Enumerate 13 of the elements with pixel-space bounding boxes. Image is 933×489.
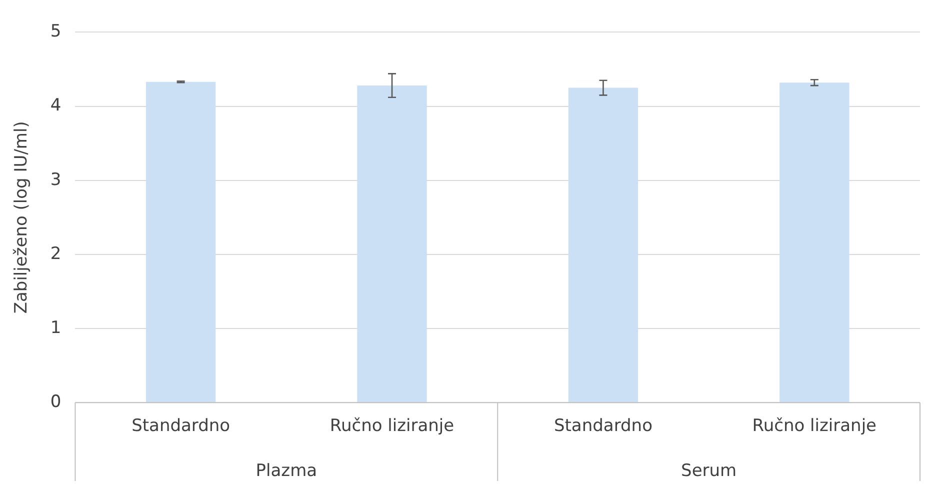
text: Plazma [256, 460, 318, 481]
y-tick-label: 0 [50, 392, 62, 412]
text: Serum [681, 460, 737, 481]
y-tick-label: 4 [50, 96, 62, 116]
y-axis-title: Zabilježeno (log IU/ml) [12, 121, 32, 314]
y-tick-label: 3 [50, 170, 62, 190]
x-tick-label: Ručno liziranje [330, 416, 454, 436]
x-tick-label: Standardno [554, 416, 652, 436]
x-tick-label: Ručno liziranje [752, 416, 877, 436]
y-tick-label: 1 [50, 318, 62, 338]
y-tick-label: 5 [50, 22, 62, 42]
x-tick-label: Standardno [132, 416, 230, 436]
y-tick-label: 2 [50, 244, 62, 264]
